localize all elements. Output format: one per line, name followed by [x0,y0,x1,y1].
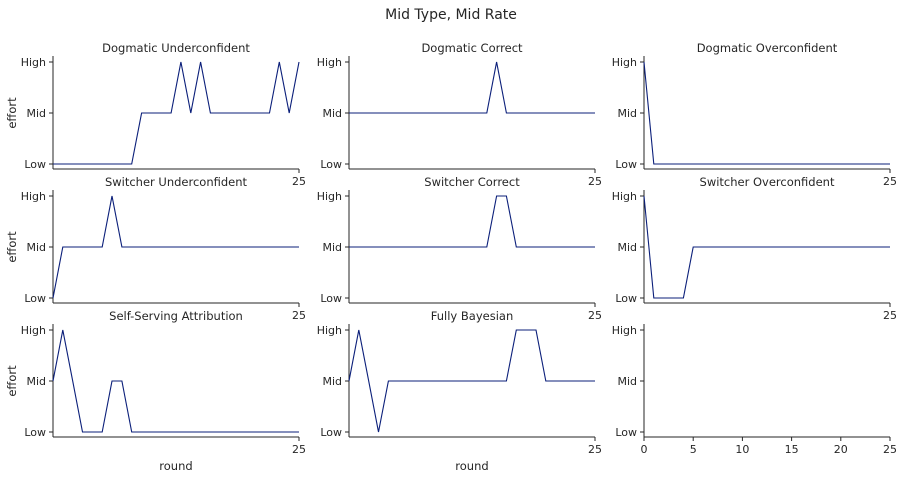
subplot-5: Switcher Correct Low Mid High 25 [317,175,602,322]
y-tick-label: High [317,190,342,203]
figure-title: Mid Type, Mid Rate [385,7,517,23]
effort-series-line [52,195,299,299]
y-tick-label: Low [24,426,46,439]
x-tick-label: 25 [588,443,602,456]
subplot-2: Dogmatic Correct Low Mid High 25 [317,41,602,188]
x-tick-label: 25 [588,175,602,188]
y-axis-label: effort [5,97,19,129]
x-tick-label: 25 [883,175,897,188]
y-tick-label: High [612,324,637,337]
subplot-title: Dogmatic Overconfident [697,41,838,55]
subplot-title: Switcher Overconfident [700,175,835,189]
subplot-4: Switcher Underconfident Low Mid High 25 effor… [5,175,306,322]
y-tick-label: High [317,56,342,69]
y-tick-label: High [612,190,637,203]
y-tick-label: Mid [617,375,637,388]
effort-series-line [349,61,595,114]
y-tick-label: Low [320,292,342,305]
x-axis-label: round [159,459,192,473]
y-tick-label: Mid [617,241,637,254]
x-tick-label: 25 [883,309,897,322]
subplot-title: Switcher Underconfident [105,175,248,189]
y-tick-label: Low [24,292,46,305]
y-tick-label: Low [615,158,637,171]
y-tick-label: Low [615,426,637,439]
subplot-title: Switcher Correct [424,175,520,189]
panels-container: Dogmatic Underconfident Low Mid High 25 effor… [5,41,897,473]
y-tick-label: High [317,324,342,337]
y-tick-label: Mid [322,107,342,120]
x-tick-label: 25 [292,443,306,456]
y-tick-label: Mid [26,241,46,254]
y-tick-label: Mid [26,375,46,388]
y-tick-label: Low [24,158,46,171]
x-tick-label: 10 [735,443,749,456]
x-tick-label: 20 [834,443,848,456]
subplot-title: Fully Bayesian [431,309,513,323]
subplot-title: Dogmatic Underconfident [102,41,250,55]
x-tick-label: 25 [292,309,306,322]
y-tick-label: High [612,56,637,69]
subplot-7: Self-Serving Attribution Low Mid High 25 effo… [5,309,306,473]
y-tick-label: Mid [322,375,342,388]
y-axis-label: effort [5,365,19,397]
y-tick-label: Mid [617,107,637,120]
y-tick-label: Low [320,426,342,439]
effort-series-line [643,61,890,165]
x-tick-label: 25 [292,175,306,188]
y-tick-label: High [21,56,46,69]
subplot-9: Low Mid High 0 5 10 15 20 25 [612,324,897,456]
y-tick-label: High [21,190,46,203]
effort-series-line [643,195,890,299]
x-axis-label: round [455,459,488,473]
y-axis-label: effort [5,231,19,263]
x-tick-label: 0 [641,443,648,456]
x-tick-label: 25 [588,309,602,322]
y-tick-label: Mid [322,241,342,254]
subplot-title: Dogmatic Correct [421,41,523,55]
x-tick-label: 15 [785,443,799,456]
y-tick-label: High [21,324,46,337]
effort-series-line [52,329,299,433]
subplot-title: Self-Serving Attribution [109,309,243,323]
subplot-6: Switcher Overconfident Low Mid High 25 [612,175,897,322]
effort-series-line [348,329,595,433]
subplot-3: Dogmatic Overconfident Low Mid High 25 [612,41,897,188]
subplot-8: Fully Bayesian Low Mid High 25 round [317,309,602,473]
x-tick-label: 25 [883,443,897,456]
y-tick-label: Low [320,158,342,171]
x-tick-label: 5 [690,443,697,456]
y-tick-label: Low [615,292,637,305]
effort-series-line [349,195,595,248]
y-tick-label: Mid [26,107,46,120]
effort-series-line [53,61,300,165]
subplot-1: Dogmatic Underconfident Low Mid High 25 effor… [5,41,306,188]
